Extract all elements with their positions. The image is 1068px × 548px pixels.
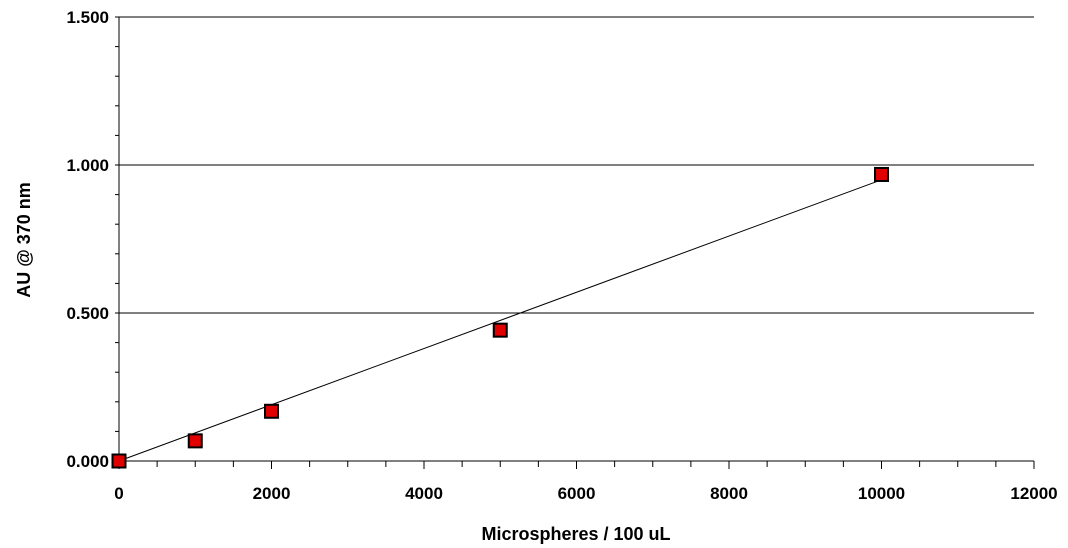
gridlines [119,16,1034,314]
y-tick-label-0: 0.000 [66,452,109,471]
x-tick-label-2: 4000 [405,484,443,503]
data-point-0-3 [492,322,508,338]
data-point-0-1 [187,433,203,449]
data-point-0-4 [874,166,889,182]
x-tick-label-6: 12000 [1010,484,1057,503]
x-axis-title: Microspheres / 100 uL [481,524,670,544]
data-points [111,166,889,469]
x-tick-label-0: 0 [114,484,123,503]
ticks: 0.000 0.500 1.000 1.500 0 2000 4000 6000 8000 100… [66,8,1057,503]
y-tick-label-2: 1.000 [66,156,109,175]
data-point-0-0 [111,453,127,469]
axes [118,17,1034,462]
trendline [118,179,882,462]
x-tick-label-5: 10000 [858,484,905,503]
x-tick-label-1: 2000 [253,484,291,503]
y-tick-label-1: 0.500 [66,304,109,323]
data-point-0-2 [264,403,279,419]
y-tick-label-3: 1.500 [66,8,109,27]
trendline-group [118,179,882,462]
y-axis-title: AU @ 370 nm [14,182,34,298]
x-tick-label-3: 6000 [558,484,596,503]
x-tick-label-4: 8000 [710,484,748,503]
